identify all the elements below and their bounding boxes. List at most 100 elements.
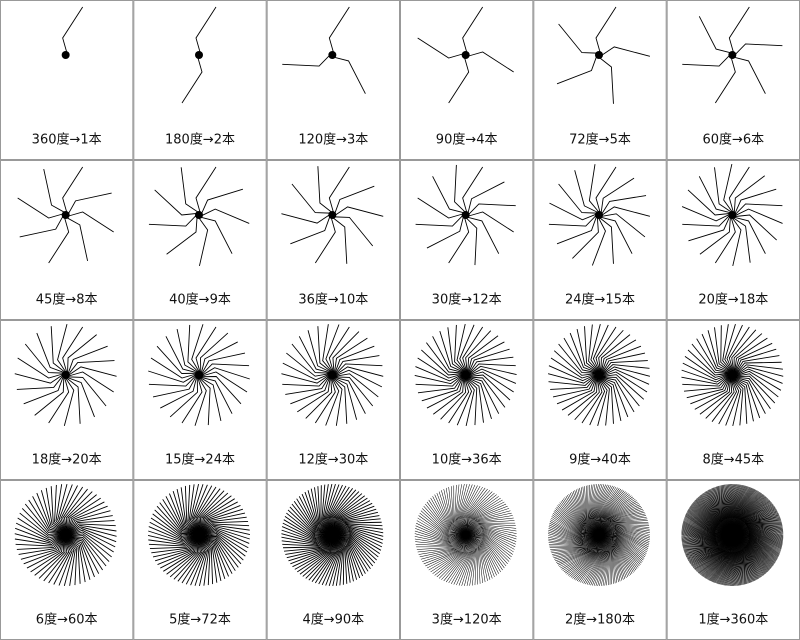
spoke — [735, 370, 782, 391]
spoke — [466, 377, 484, 423]
spoke — [591, 484, 605, 532]
spoke — [456, 377, 473, 426]
spoke — [682, 55, 730, 67]
spoke — [201, 534, 244, 561]
spoke — [453, 485, 466, 533]
spoke — [463, 487, 486, 533]
spoke — [68, 360, 115, 375]
spoke — [466, 537, 478, 586]
spoke — [291, 343, 330, 374]
pattern-cell: 5度→72本 — [133, 480, 267, 640]
spoke — [335, 532, 380, 555]
spoke — [598, 538, 609, 586]
spoke — [201, 524, 250, 535]
spoke — [314, 537, 336, 584]
spoke — [601, 536, 638, 569]
spoke — [305, 377, 333, 419]
cell-label: 3度→120本 — [432, 612, 502, 628]
spoke — [579, 487, 598, 533]
spoke — [590, 538, 606, 586]
spoke — [325, 324, 340, 373]
spoke — [334, 500, 371, 533]
cell-border — [133, 0, 267, 160]
spoke — [462, 326, 484, 373]
spoke — [68, 528, 117, 543]
spoke — [601, 352, 646, 374]
spoke — [448, 537, 469, 584]
spoke — [567, 537, 598, 576]
spoke — [322, 324, 333, 373]
spoke — [465, 377, 478, 426]
spoke — [468, 534, 511, 560]
spoke — [580, 487, 598, 533]
spoke — [595, 486, 615, 533]
spoke — [14, 373, 63, 384]
spoke — [600, 537, 631, 575]
spoke — [17, 197, 63, 219]
spoke — [595, 6, 617, 53]
spoke — [601, 510, 644, 534]
spoke — [468, 526, 517, 537]
spoke — [601, 345, 642, 374]
spoke — [165, 496, 198, 534]
spoke — [332, 377, 343, 426]
spoke — [466, 537, 483, 584]
spoke — [598, 490, 625, 533]
cell-border — [266, 0, 400, 160]
spoke — [332, 537, 344, 586]
spoke — [467, 537, 491, 580]
spoke — [728, 486, 749, 533]
spoke — [156, 345, 197, 374]
spoke — [334, 536, 374, 567]
spoke — [734, 376, 771, 410]
spoke — [733, 175, 765, 213]
spoke — [600, 334, 631, 373]
spoke — [601, 524, 650, 535]
spoke — [199, 537, 218, 583]
spoke — [335, 369, 383, 388]
spoke — [293, 500, 330, 534]
spoke — [148, 215, 197, 227]
cell-label: 18度→20本 — [32, 452, 102, 468]
spoke — [598, 329, 624, 373]
spoke — [328, 166, 350, 213]
spoke — [200, 377, 222, 422]
center-dot — [461, 531, 470, 539]
spoke — [595, 538, 607, 586]
spoke — [588, 324, 599, 373]
spoke — [19, 512, 63, 537]
spoke — [160, 536, 198, 569]
spoke — [321, 484, 333, 533]
spoke — [328, 537, 341, 586]
spoke — [200, 537, 229, 577]
spoke — [600, 537, 618, 583]
spoke — [62, 166, 84, 213]
spoke — [728, 326, 750, 373]
spoke — [601, 371, 648, 393]
spoke — [569, 332, 598, 373]
spoke — [434, 494, 464, 533]
spoke — [66, 377, 81, 424]
spoke — [601, 534, 645, 559]
spoke — [201, 208, 250, 224]
spoke — [325, 484, 340, 533]
spoke — [468, 510, 511, 534]
spoke — [152, 536, 197, 558]
cell-label: 12度→30本 — [298, 452, 368, 468]
spoke — [734, 375, 776, 404]
spoke — [68, 523, 116, 535]
spoke — [601, 536, 639, 568]
spoke — [468, 374, 511, 401]
spoke — [570, 537, 599, 578]
spoke — [601, 531, 648, 553]
spoke — [334, 536, 369, 572]
spoke — [602, 526, 650, 536]
spoke — [465, 330, 492, 373]
spoke — [593, 484, 610, 532]
cell-border — [400, 320, 534, 480]
spoke — [422, 536, 464, 562]
spoke — [199, 537, 210, 586]
spoke — [68, 371, 114, 393]
spoke — [166, 537, 198, 575]
spoke — [335, 533, 379, 558]
